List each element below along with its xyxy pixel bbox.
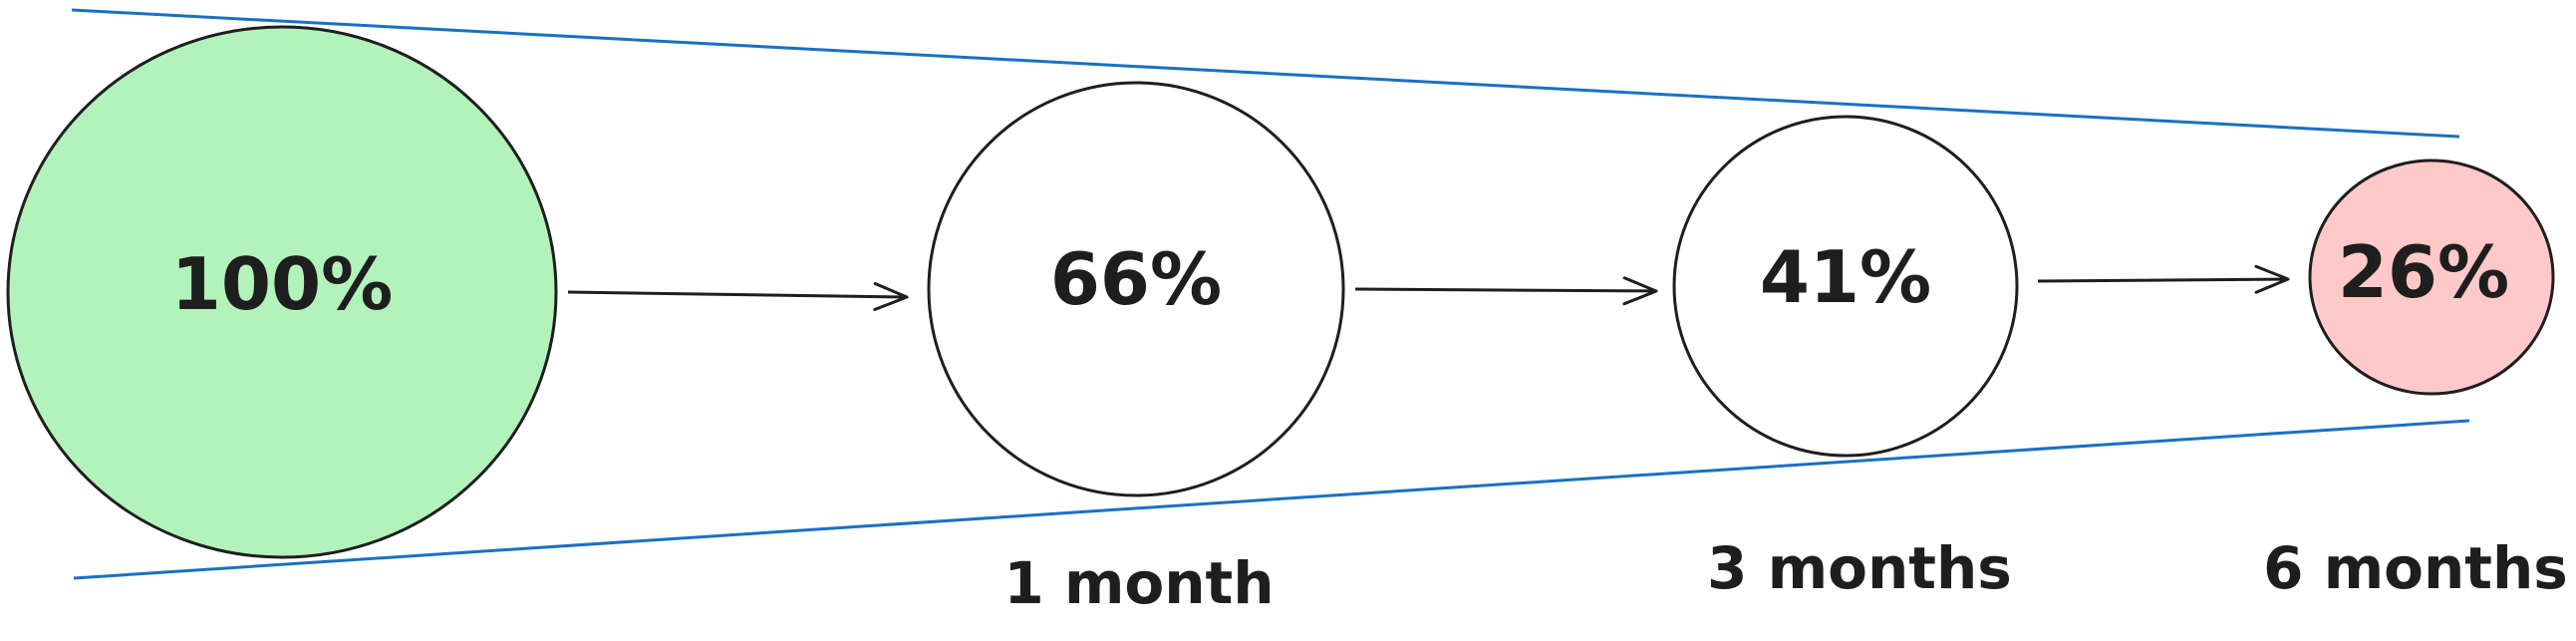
- funnel-top-line: [71, 8, 2460, 139]
- funnel-bottom-line: [73, 419, 2470, 580]
- period-label-6-months: 6 months: [2263, 534, 2568, 602]
- node-value-6-months: 26%: [2338, 230, 2509, 314]
- node-3-months: 41%: [1672, 115, 2019, 458]
- node-value-3-months: 41%: [1760, 235, 1931, 319]
- period-label-1-month: 1 month: [1003, 549, 1274, 617]
- arrow-100-to-66: [567, 282, 909, 312]
- node-circle-6-months: [2308, 159, 2555, 396]
- node-6-months: 26%: [2308, 159, 2555, 396]
- period-label-3-months: 3 months: [1707, 534, 2012, 602]
- node-value-1-month: 66%: [1050, 237, 1222, 321]
- node-circle-3-months: [1672, 115, 2019, 458]
- node-1-month: 66%: [927, 81, 1345, 497]
- node-start: 100%: [6, 25, 558, 559]
- node-circle-1-month: [927, 81, 1345, 497]
- node-value-start: 100%: [171, 242, 393, 326]
- arrow-66-to-41: [1354, 276, 1658, 306]
- node-circle-start: [6, 25, 558, 559]
- arrow-41-to-26: [2037, 264, 2290, 294]
